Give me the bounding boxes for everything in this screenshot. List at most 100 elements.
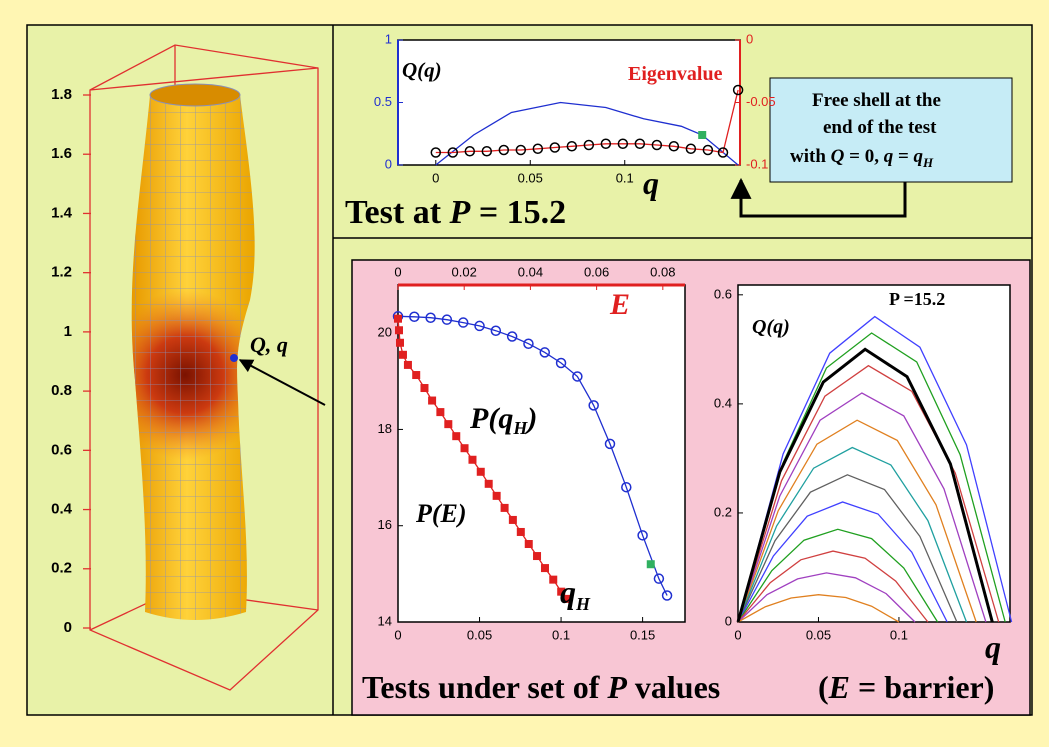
- marker: [500, 503, 509, 512]
- marker: [540, 564, 549, 573]
- caption: Tests under set of P values: [362, 669, 720, 705]
- x2-label: E: [609, 288, 630, 321]
- marker: [460, 444, 469, 453]
- marker: [452, 432, 461, 441]
- caption-part: values: [627, 669, 720, 705]
- caption-part: = barrier): [850, 669, 994, 705]
- y-label: Q(q): [402, 58, 442, 82]
- marker: [621, 481, 632, 493]
- annotation-part: with: [790, 146, 831, 167]
- y-label: Q(q): [752, 316, 790, 338]
- x-tick-label: 0: [734, 627, 741, 642]
- marker: [600, 138, 612, 149]
- x2-tick-label: 0.06: [584, 264, 609, 279]
- marker: [572, 371, 583, 382]
- y-tick-label: 1: [64, 323, 72, 340]
- marker: [617, 138, 629, 149]
- marker: [702, 144, 714, 156]
- y-tick-label: 0.6: [714, 286, 732, 301]
- label-part: P(: [469, 402, 500, 435]
- x-label: qH: [560, 574, 591, 614]
- marker: [395, 338, 404, 347]
- marker: [498, 144, 510, 156]
- marker: [444, 420, 453, 429]
- series-line: [737, 501, 948, 623]
- marker: [484, 479, 493, 488]
- x-label: q: [985, 629, 1001, 665]
- y-tick-label: 0.4: [714, 395, 732, 410]
- annotation-part: Q: [831, 146, 845, 167]
- shell-top: [149, 83, 241, 107]
- caption: (E = barrier): [818, 669, 994, 705]
- marker: [634, 138, 646, 149]
- marker: [425, 312, 436, 323]
- x-label: q: [643, 165, 659, 201]
- marker: [653, 573, 665, 584]
- marker: [430, 147, 442, 158]
- marker: [698, 131, 707, 139]
- marker: [464, 146, 476, 157]
- marker: [515, 144, 527, 156]
- marker: [717, 147, 729, 158]
- annotation-part: = 0,: [844, 146, 883, 167]
- y-tick-label: 0.2: [51, 560, 72, 577]
- chart-title: Test at P = 15.2: [345, 194, 566, 231]
- marker: [394, 314, 402, 323]
- arrow: [730, 177, 907, 218]
- marker: [457, 317, 469, 328]
- y-tick-label: 1.2: [51, 264, 72, 281]
- marker: [532, 143, 544, 154]
- marker: [646, 560, 655, 569]
- series-line: [737, 474, 958, 623]
- series-label: P(qH): [469, 402, 537, 438]
- marker: [481, 146, 493, 157]
- probe-point: [230, 354, 238, 362]
- series-label: P(E): [415, 499, 467, 528]
- annotation-box: [769, 77, 1013, 183]
- x-tick-label: 0.05: [467, 627, 492, 642]
- marker: [524, 540, 533, 549]
- x-tick-label: 0.05: [806, 627, 831, 642]
- marker: [539, 347, 551, 358]
- marker: [651, 139, 663, 151]
- annotation: end of the test: [823, 117, 937, 138]
- marker: [555, 357, 567, 369]
- marker: [583, 139, 595, 151]
- series-line: [435, 101, 739, 166]
- marker: [428, 396, 437, 405]
- marker: [506, 331, 518, 342]
- y-tick-label: 0: [64, 619, 72, 636]
- y2-tick-label: 0: [746, 31, 753, 46]
- marker: [409, 311, 420, 323]
- marker: [398, 350, 407, 359]
- label-part: H: [512, 418, 528, 438]
- marker: [563, 594, 572, 603]
- y-tick-label: 1.6: [51, 145, 72, 162]
- y2-tick-label: -0.1: [746, 156, 768, 171]
- y-tick-label: 0: [725, 613, 732, 628]
- caption-part: P: [606, 669, 627, 705]
- x-tick-label: 0.05: [518, 170, 543, 185]
- series-line: [736, 347, 994, 623]
- title-part: P: [449, 194, 471, 231]
- series-line: [737, 392, 987, 623]
- marker: [420, 384, 429, 393]
- marker: [685, 143, 697, 154]
- x-tick-label: 0.15: [630, 627, 655, 642]
- y2-tick-label: -0.05: [746, 94, 776, 109]
- series-line: [737, 594, 900, 623]
- y-tick-label: 1.8: [51, 86, 72, 103]
- marker: [403, 360, 412, 369]
- label-part: q: [560, 574, 576, 610]
- marker: [508, 515, 517, 524]
- legend-label: P =15.2: [889, 289, 945, 309]
- y-tick-label: 18: [378, 421, 392, 436]
- label-part: H: [575, 594, 591, 614]
- series-line: [737, 528, 939, 623]
- label-part: ): [524, 402, 537, 435]
- x2-tick-label: 0.04: [518, 264, 543, 279]
- y-tick-label: 20: [378, 325, 392, 340]
- y-tick-label: 0.8: [51, 382, 72, 399]
